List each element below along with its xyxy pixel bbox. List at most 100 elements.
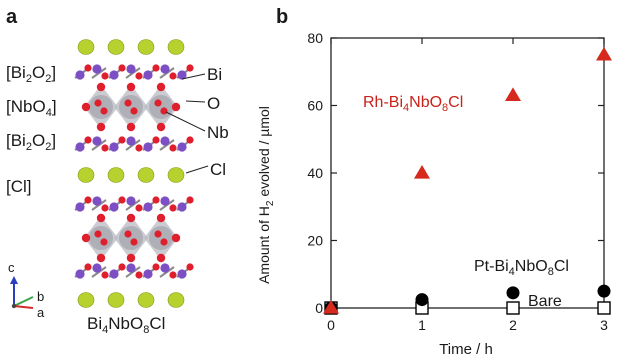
data-point-pt bbox=[597, 284, 611, 298]
o-atom bbox=[152, 263, 160, 271]
o-atom bbox=[84, 196, 92, 204]
data-point-bare bbox=[506, 301, 520, 315]
layer-label-cl: [Cl] bbox=[6, 177, 32, 196]
o-atom bbox=[152, 64, 160, 72]
layer-label-nbo4: [NbO4] bbox=[6, 97, 57, 119]
o-atom bbox=[118, 263, 126, 271]
bi-atom bbox=[75, 202, 85, 212]
layer-label-bi2o2-top: [Bi2O2] bbox=[6, 63, 57, 85]
o-atom bbox=[186, 136, 194, 144]
o-atom bbox=[84, 136, 92, 144]
o-atom bbox=[169, 72, 177, 80]
layer-label-bi2o2-bottom: [Bi2O2] bbox=[6, 131, 57, 153]
o-atom bbox=[101, 271, 109, 279]
b-axis-arrow bbox=[13, 296, 34, 307]
nb-atom bbox=[89, 226, 113, 250]
cl-atom bbox=[137, 292, 155, 308]
nb-atom bbox=[149, 226, 173, 250]
bi-atom bbox=[160, 136, 170, 146]
nb-atom bbox=[149, 95, 173, 119]
x-tick-label: 3 bbox=[600, 317, 608, 333]
o-atom bbox=[156, 122, 166, 132]
o-atom bbox=[101, 144, 109, 152]
o-atom bbox=[154, 99, 162, 107]
series-label-rh: Rh-Bi4NbO8Cl bbox=[363, 94, 463, 114]
bi-atom bbox=[126, 64, 136, 74]
x-axis-label: Time / h bbox=[439, 341, 493, 358]
o-atom bbox=[135, 204, 143, 212]
cl-atom bbox=[77, 292, 95, 308]
cl-atom bbox=[107, 292, 125, 308]
o-atom bbox=[135, 144, 143, 152]
cl-atom bbox=[77, 39, 95, 55]
x-tick-label: 1 bbox=[418, 317, 426, 333]
axis-letter-b: b bbox=[37, 289, 45, 304]
x-tick-label: 2 bbox=[509, 317, 517, 333]
o-atom bbox=[169, 271, 177, 279]
a-axis-arrow bbox=[13, 305, 34, 309]
bi-atom bbox=[92, 64, 102, 74]
o-atom bbox=[126, 253, 136, 263]
o-atom bbox=[160, 238, 168, 246]
o-atom bbox=[100, 238, 108, 246]
o-atom bbox=[154, 230, 162, 238]
cl-atom bbox=[107, 39, 125, 55]
bi-atom bbox=[109, 142, 119, 152]
bi-atom bbox=[177, 142, 187, 152]
o-atom bbox=[126, 82, 136, 92]
bi-atom bbox=[92, 196, 102, 206]
o-atom bbox=[156, 253, 166, 263]
bi-atom bbox=[109, 70, 119, 80]
atom-label-nb: Nb bbox=[207, 123, 229, 142]
cl-atom bbox=[167, 39, 185, 55]
o-atom bbox=[126, 213, 136, 223]
structure-formula: Bi4NbO8Cl bbox=[87, 314, 166, 336]
y-tick-label: 20 bbox=[307, 233, 323, 249]
cl-atom bbox=[107, 167, 125, 183]
o-atom bbox=[126, 122, 136, 132]
series-label-bare: Bare bbox=[528, 293, 562, 310]
o-atom bbox=[156, 82, 166, 92]
data-point-rh bbox=[414, 165, 430, 179]
o-atom bbox=[84, 263, 92, 271]
o-atom bbox=[96, 82, 106, 92]
o-atom bbox=[186, 64, 194, 72]
o-atom bbox=[171, 233, 181, 243]
leader-line-cl bbox=[185, 165, 209, 174]
o-atom bbox=[118, 64, 126, 72]
data-point-rh bbox=[323, 300, 339, 314]
crystal-structure-image bbox=[10, 39, 209, 309]
o-atom bbox=[118, 196, 126, 204]
o-atom bbox=[124, 99, 132, 107]
bi-atom bbox=[143, 269, 153, 279]
bi-atom bbox=[177, 269, 187, 279]
atom-label-cl: Cl bbox=[210, 160, 227, 179]
panel-a-crystal-structure: a [Bi2O2] [NbO4] [Bi2O2] [Cl] Bi O Nb Cl… bbox=[0, 0, 250, 360]
cl-atom bbox=[77, 167, 95, 183]
o-atom bbox=[81, 233, 91, 243]
panel-b-letter: b bbox=[276, 6, 289, 28]
data-point-pt bbox=[506, 286, 520, 300]
o-atom bbox=[160, 107, 168, 115]
o-atom bbox=[101, 72, 109, 80]
o-atom bbox=[124, 230, 132, 238]
o-atom bbox=[130, 238, 138, 246]
o-atom bbox=[94, 99, 102, 107]
o-atom bbox=[101, 204, 109, 212]
bi-atom bbox=[160, 64, 170, 74]
cl-atom bbox=[167, 167, 185, 183]
atom-label-o: O bbox=[207, 94, 221, 113]
bi-atom bbox=[177, 70, 187, 80]
bi-atom bbox=[160, 263, 170, 273]
bi-atom bbox=[75, 70, 85, 80]
bi-atom bbox=[109, 269, 119, 279]
o-atom bbox=[96, 253, 106, 263]
bi-atom bbox=[126, 196, 136, 206]
bi-atom bbox=[126, 263, 136, 273]
bi-atom bbox=[143, 70, 153, 80]
y-tick-label: 60 bbox=[307, 98, 323, 114]
o-atom bbox=[118, 136, 126, 144]
o-atom bbox=[152, 136, 160, 144]
o-atom bbox=[94, 230, 102, 238]
leader-line-nb bbox=[165, 111, 206, 132]
